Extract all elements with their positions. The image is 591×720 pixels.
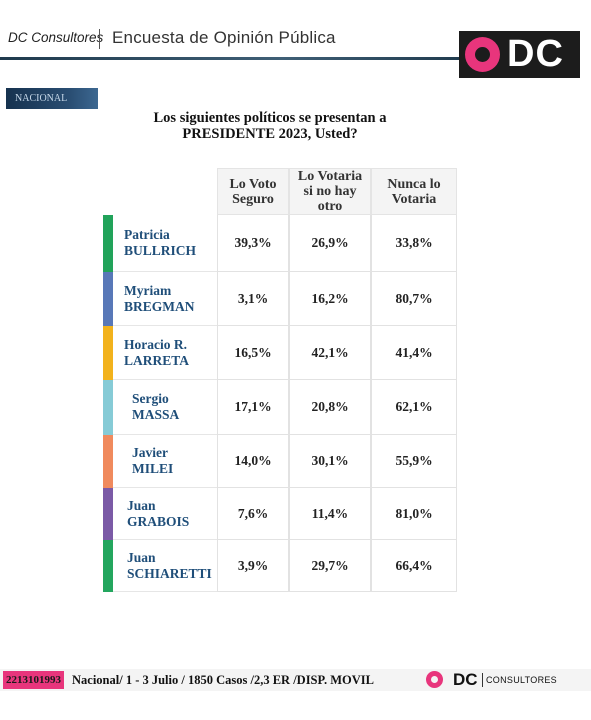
value-nunca-lo-votaria: 33,8% xyxy=(371,215,457,272)
value-nunca-lo-votaria: 62,1% xyxy=(371,380,457,435)
value-votaria-si-no-hay-otro: 29,7% xyxy=(289,540,371,592)
column-header-votaria-si-no-hay-otro: Lo Votaria si no hay otro xyxy=(289,168,371,215)
scope-badge: NACIONAL xyxy=(6,88,98,109)
candidate-color-bar xyxy=(103,326,113,380)
question-title: Los siguientes políticos se presentan a … xyxy=(100,110,440,142)
logo-ring-icon xyxy=(465,37,500,72)
table-row: Horacio R. LARRETA 16,5% 42,1% 41,4% xyxy=(103,326,457,380)
page-header: DC Consultores Encuesta de Opinión Públi… xyxy=(0,0,591,80)
table-row: Juan GRABOIS 7,6% 11,4% 81,0% xyxy=(103,488,457,540)
candidate-color-bar xyxy=(103,435,113,488)
candidate-color-bar xyxy=(103,272,113,326)
value-nunca-lo-votaria: 66,4% xyxy=(371,540,457,592)
value-votaria-si-no-hay-otro: 26,9% xyxy=(289,215,371,272)
brand-name: DC Consultores xyxy=(8,30,104,45)
question-line-2: PRESIDENTE 2023, Usted? xyxy=(182,126,358,142)
value-votaria-si-no-hay-otro: 30,1% xyxy=(289,435,371,488)
candidate-name: Myriam BREGMAN xyxy=(113,272,217,326)
candidate-name: Juan SCHIARETTI xyxy=(113,540,217,592)
header-divider xyxy=(99,29,100,49)
column-header-nunca-lo-votaria: Nunca lo Votaria xyxy=(371,168,457,215)
value-votaria-si-no-hay-otro: 20,8% xyxy=(289,380,371,435)
footer-logo-text: DC xyxy=(453,670,478,689)
candidate-color-bar xyxy=(103,540,113,592)
value-nunca-lo-votaria: 80,7% xyxy=(371,272,457,326)
table-row: Juan SCHIARETTI 3,9% 29,7% 66,4% xyxy=(103,540,457,592)
logo-text: DC xyxy=(507,33,564,75)
phone-number: 2213101993 xyxy=(3,671,64,689)
value-votaria-si-no-hay-otro: 11,4% xyxy=(289,488,371,540)
candidate-name: Javier MILEI xyxy=(113,435,217,488)
value-votaria-si-no-hay-otro: 42,1% xyxy=(289,326,371,380)
candidate-name: Patricia BULLRICH xyxy=(113,215,217,272)
candidate-name: Juan GRABOIS xyxy=(113,488,217,540)
footer-logo-divider xyxy=(482,673,483,687)
value-voto-seguro: 14,0% xyxy=(217,435,289,488)
survey-title: Encuesta de Opinión Pública xyxy=(112,28,336,47)
value-voto-seguro: 7,6% xyxy=(217,488,289,540)
header-rule xyxy=(0,57,470,60)
value-voto-seguro: 16,5% xyxy=(217,326,289,380)
table-row: Myriam BREGMAN 3,1% 16,2% 80,7% xyxy=(103,272,457,326)
candidate-color-bar xyxy=(103,380,113,435)
value-nunca-lo-votaria: 81,0% xyxy=(371,488,457,540)
value-voto-seguro: 39,3% xyxy=(217,215,289,272)
value-voto-seguro: 3,9% xyxy=(217,540,289,592)
footer-consultores: CONSULTORES xyxy=(486,675,557,685)
value-voto-seguro: 3,1% xyxy=(217,272,289,326)
value-voto-seguro: 17,1% xyxy=(217,380,289,435)
candidate-color-bar xyxy=(103,488,113,540)
table-row: Patricia BULLRICH 39,3% 26,9% 33,8% xyxy=(103,215,457,272)
value-nunca-lo-votaria: 41,4% xyxy=(371,326,457,380)
candidate-name: Horacio R. LARRETA xyxy=(113,326,217,380)
candidate-color-bar xyxy=(103,215,113,272)
value-nunca-lo-votaria: 55,9% xyxy=(371,435,457,488)
table-row: Javier MILEI 14,0% 30,1% 55,9% xyxy=(103,435,457,488)
table-row: Sergio MASSA 17,1% 20,8% 62,1% xyxy=(103,380,457,435)
question-line-1: Los siguientes políticos se presentan a xyxy=(153,110,387,126)
logo-ring-icon xyxy=(426,671,443,688)
survey-details: Nacional/ 1 - 3 Julio / 1850 Casos /2,3 … xyxy=(72,673,375,687)
value-votaria-si-no-hay-otro: 16,2% xyxy=(289,272,371,326)
column-header-voto-seguro: Lo Voto Seguro xyxy=(217,168,289,215)
dc-logo: DC xyxy=(459,31,580,78)
candidate-name: Sergio MASSA xyxy=(113,380,217,435)
footer-bar: 2213101993 Nacional/ 1 - 3 Julio / 1850 … xyxy=(0,669,591,691)
